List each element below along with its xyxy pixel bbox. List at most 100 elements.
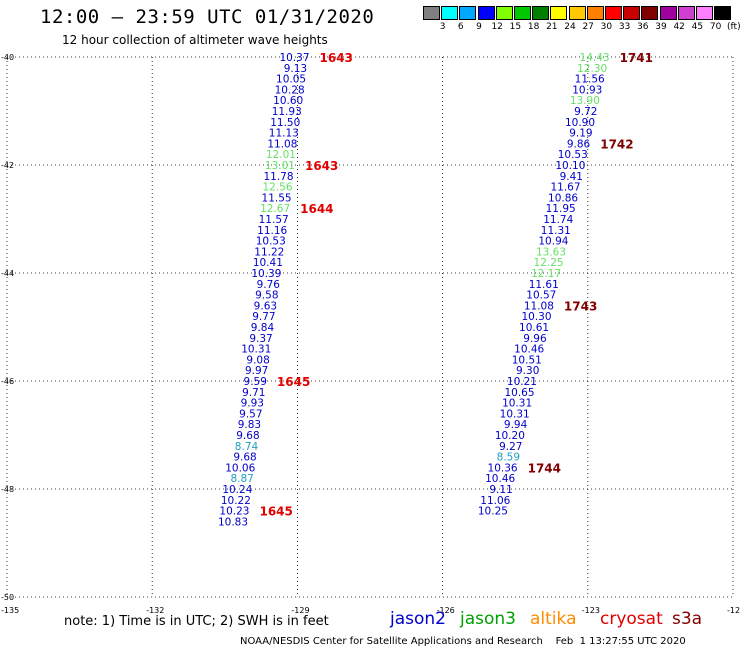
legend-cryosat: cryosat <box>600 609 663 629</box>
scale-label: 30 <box>600 22 613 32</box>
scale-swatch <box>532 6 550 20</box>
time-label: 1741 <box>620 51 653 65</box>
time-label: 1645 <box>259 505 292 519</box>
swh-value-label: 10.06 <box>225 462 255 474</box>
swh-value-label: 9.76 <box>257 279 281 291</box>
swh-value-label: 10.65 <box>504 387 534 399</box>
swh-value-label: 9.97 <box>245 365 268 377</box>
swh-value-label: 11.50 <box>270 117 300 129</box>
scale-swatch <box>623 6 641 20</box>
swh-value-label: 10.93 <box>572 84 602 96</box>
scale-swatch <box>659 6 677 20</box>
swh-value-label: 9.30 <box>516 365 539 377</box>
swh-value-label: 12.56 <box>262 182 292 194</box>
swh-value-label: 10.61 <box>519 322 549 334</box>
swh-value-label: 12.17 <box>531 268 561 280</box>
swh-value-label: 11.95 <box>546 203 576 215</box>
swh-value-label: 10.46 <box>514 344 544 356</box>
scale-label: 33 <box>618 22 631 32</box>
color-scale-legend: 3 6 9 12 15 18 21 24 27 30 33 36 39 42 45 70 (ft) <box>423 6 740 34</box>
swh-value-label: 9.27 <box>499 441 522 453</box>
swh-value-label: 9.68 <box>233 452 256 464</box>
scale-label: 15 <box>509 22 522 32</box>
swh-value-label: 9.41 <box>560 171 583 183</box>
swh-value-label: 9.96 <box>523 333 547 345</box>
x-tick-label: -126 <box>437 606 455 615</box>
swh-value-label: 10.23 <box>219 506 249 518</box>
swh-value-label: 8.59 <box>497 452 520 464</box>
swh-value-label: 11.93 <box>272 106 302 118</box>
swh-value-label: 11.78 <box>263 171 293 183</box>
swh-value-label: 10.41 <box>253 257 283 269</box>
swh-value-label: 10.22 <box>221 495 251 507</box>
swh-value-label: 11.57 <box>259 214 289 226</box>
scale-label: 24 <box>564 22 576 32</box>
chart-title: 12:00 – 23:59 UTC 01/31/2020 <box>40 6 375 28</box>
footer-credit: NOAA/NESDIS Center for Satellite Applica… <box>240 636 686 647</box>
scale-swatch <box>514 6 531 20</box>
time-label: 1644 <box>300 202 333 216</box>
swh-value-label: 10.53 <box>256 236 286 248</box>
swh-value-label: 10.36 <box>488 462 518 474</box>
swh-value-label: 10.51 <box>512 354 542 366</box>
swh-value-label: 8.87 <box>230 473 253 485</box>
scale-label: 36 <box>637 22 649 32</box>
swh-value-label: 13.01 <box>265 160 295 172</box>
swh-value-label: 9.71 <box>242 387 265 399</box>
x-tick-label: -120 <box>727 606 740 615</box>
swh-value-label: 9.94 <box>504 419 528 431</box>
swh-value-label: 10.31 <box>500 408 530 420</box>
x-tick-label: -123 <box>582 606 600 615</box>
swh-value-label: 10.57 <box>526 290 556 302</box>
x-tick-label: -135 <box>1 606 19 615</box>
scale-swatch <box>550 6 568 20</box>
swh-value-label: 11.56 <box>575 74 605 86</box>
scale-swatch <box>641 6 659 20</box>
scale-label: 21 <box>546 22 558 32</box>
swh-value-label: 10.30 <box>521 311 551 323</box>
chart-subtitle: 12 hour collection of altimeter wave hei… <box>62 33 328 47</box>
swh-value-label: 11.08 <box>267 138 297 150</box>
swh-value-label: 13.63 <box>536 246 566 258</box>
scale-label: 45 <box>691 22 704 32</box>
scale-label: 39 <box>655 22 667 32</box>
y-tick-label: -48 <box>1 485 14 494</box>
scale-swatch <box>568 6 586 20</box>
time-label: 1643 <box>320 51 353 65</box>
swh-value-label: 11.16 <box>257 225 287 237</box>
scale-swatch <box>605 6 622 20</box>
swh-value-label: 9.93 <box>241 398 264 410</box>
scale-label: 27 <box>582 22 594 32</box>
swh-value-label: 9.37 <box>249 333 272 345</box>
swh-value-label: 10.10 <box>555 160 585 172</box>
swh-value-label: 13.90 <box>570 95 600 107</box>
scale-label: 70 <box>709 22 722 32</box>
scale-swatch <box>477 6 495 20</box>
scale-label: 42 <box>673 22 685 32</box>
scale-swatch <box>423 6 440 20</box>
swh-value-label: 12.30 <box>577 63 607 75</box>
time-label: 1643 <box>305 159 338 173</box>
swh-value-label: 8.74 <box>235 441 259 453</box>
swh-value-label: 9.13 <box>284 63 307 75</box>
y-tick-label: -42 <box>1 161 14 170</box>
swh-value-label: 10.39 <box>251 268 281 280</box>
swh-value-label: 11.55 <box>262 192 292 204</box>
swh-value-label: 11.08 <box>524 300 554 312</box>
swh-value-label: 10.31 <box>502 398 532 410</box>
swh-value-label: 10.53 <box>558 149 588 161</box>
x-tick-label: -132 <box>146 606 164 615</box>
swh-value-label: 12.25 <box>534 257 564 269</box>
swh-value-label: 11.31 <box>541 225 571 237</box>
swh-value-label: 11.61 <box>529 279 559 291</box>
swh-value-label: 10.86 <box>548 192 578 204</box>
swh-value-label: 9.59 <box>244 376 267 388</box>
legend-s3a: s3a <box>672 609 703 629</box>
legend-jason3: jason3 <box>460 609 516 629</box>
swh-value-label: 9.19 <box>569 128 592 140</box>
swh-value-label: 9.11 <box>489 484 512 496</box>
swh-value-label: 9.08 <box>246 354 269 366</box>
swh-value-label: 12.01 <box>266 149 296 161</box>
scale-swatch <box>714 6 732 20</box>
swh-value-label: 10.31 <box>241 344 271 356</box>
